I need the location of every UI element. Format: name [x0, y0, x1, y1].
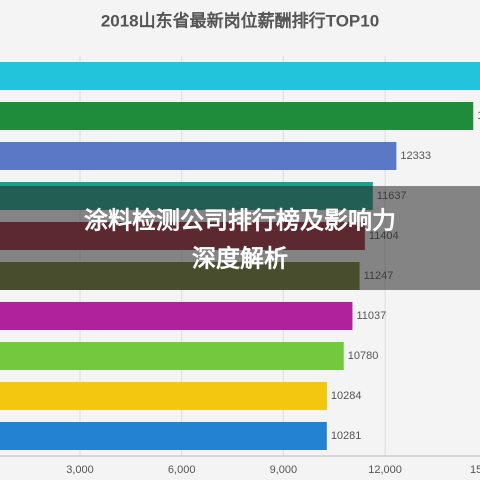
- data-label: 12333: [400, 150, 431, 162]
- bar: [0, 422, 327, 450]
- data-label: 10780: [348, 350, 379, 362]
- bar: [0, 102, 474, 130]
- data-label: 10281: [331, 430, 362, 442]
- data-label: 11037: [356, 310, 386, 322]
- overlay-title: 涂料检测公司排行榜及影响力: [84, 206, 396, 234]
- data-label: 10284: [331, 390, 362, 402]
- bar: [0, 302, 353, 330]
- x-tick-label: 3,000: [66, 464, 94, 476]
- chart-title: 2018山东省最新岗位薪酬排行TOP10: [101, 10, 379, 30]
- bar: [0, 382, 327, 410]
- x-tick-label: 15,000: [470, 464, 480, 476]
- x-tick-label: 12,000: [368, 464, 402, 476]
- overlay-band: [0, 186, 480, 290]
- bar: [0, 142, 397, 170]
- x-tick-label: 9,000: [270, 464, 298, 476]
- data-label: 14600: [477, 110, 480, 122]
- bar: [0, 62, 480, 90]
- overlay-title: 深度解析: [192, 244, 288, 272]
- bar: [0, 342, 344, 370]
- x-tick-label: 6,000: [168, 464, 196, 476]
